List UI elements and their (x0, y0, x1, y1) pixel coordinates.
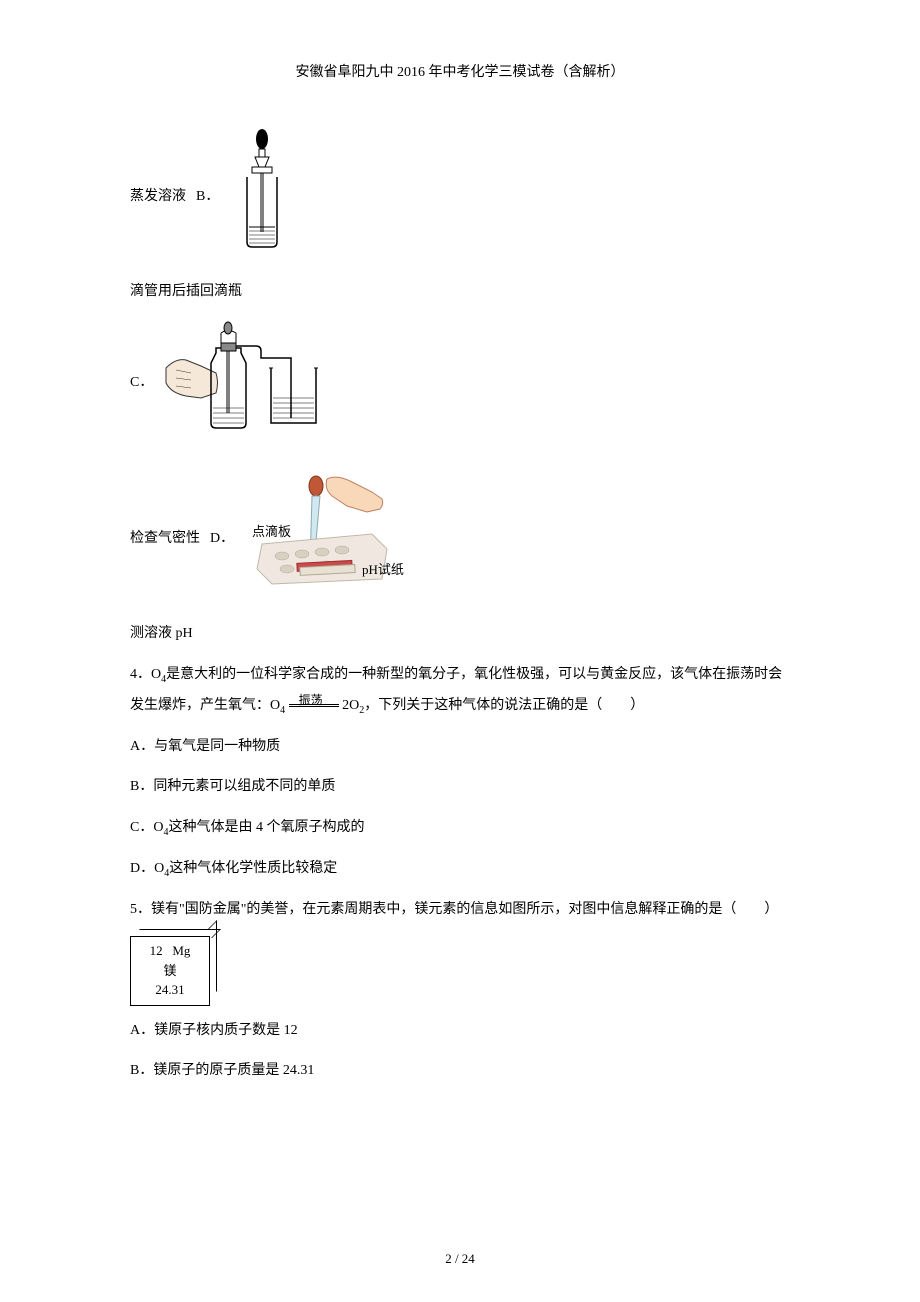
q5-option-b: B．镁原子的原子质量是 24.31 (130, 1056, 790, 1087)
option-c-label: C． (130, 370, 153, 397)
q4-option-d: D．O4这种气体化学性质比较稳定 (130, 854, 790, 885)
question-4: 4．O4是意大利的一位科学家合成的一种新型的氧分子，氧化性极强，可以与黄金反应，… (130, 660, 790, 722)
gas-check-text: 检查气密性 (130, 526, 200, 553)
option-d-label: D． (210, 526, 234, 553)
header-title: 安徽省阜阳九中 2016 年中考化学三模试卷（含解析） (130, 60, 790, 87)
reaction-condition: 振荡 (299, 687, 323, 713)
element-mass: 24.31 (155, 980, 184, 1000)
element-number: 12 (150, 943, 163, 958)
gas-check-diagram (161, 318, 331, 449)
ph-paper-label: pH试纸 (362, 562, 404, 577)
q4-option-a: A．与氧气是同一种物质 (130, 732, 790, 763)
page-number: 2 / 24 (0, 1247, 920, 1272)
evaporate-text: 蒸发溶液 (130, 184, 186, 211)
ph-board-label: 点滴板 (252, 524, 291, 539)
q4-text-part2: 2O2，下列关于这种气体的说法正确的是（ ） (342, 698, 644, 713)
q5-option-a: A．镁原子核内质子数是 12 (130, 1016, 790, 1047)
element-name: 镁 (163, 961, 176, 981)
question-5: 5．镁有"国防金属"的美誉，在元素周期表中，镁元素的信息如图所示，对图中信息解释… (130, 895, 790, 926)
reaction-arrow: 振荡 (289, 704, 339, 707)
element-top-row: 12 Mg (150, 941, 191, 961)
ph-test-diagram: 点滴板 pH试纸 (242, 474, 422, 605)
option-d-row: 检查气密性 D． 点滴板 pH试纸 (130, 474, 790, 605)
element-symbol: Mg (172, 943, 190, 958)
q4-option-c: C．O4这种气体是由 4 个氧原子构成的 (130, 813, 790, 844)
q4-option-b: B．同种元素可以组成不同的单质 (130, 772, 790, 803)
dropper-bottle-diagram (227, 127, 297, 268)
option-c-row: C． (130, 318, 790, 449)
ph-measure-text: 测溶液 pH (130, 619, 790, 650)
element-periodic-box: 12 Mg 镁 24.31 (130, 936, 210, 1006)
option-b-label: B． (196, 184, 219, 211)
dropper-return-text: 滴管用后插回滴瓶 (130, 277, 790, 308)
option-b-row: 蒸发溶液 B． (130, 127, 790, 268)
